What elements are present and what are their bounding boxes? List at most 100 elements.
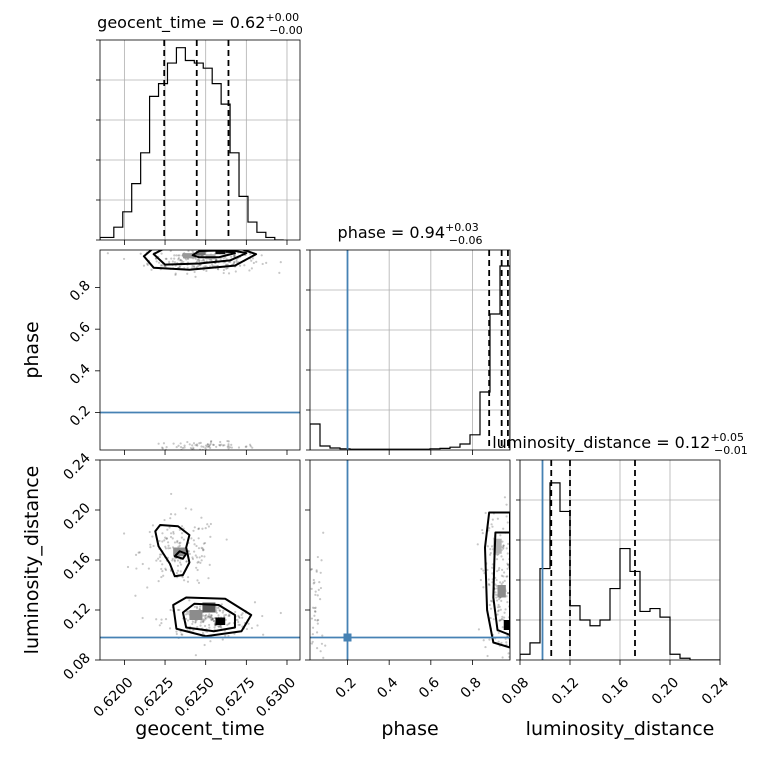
scatter-point — [174, 273, 177, 276]
scatter-point — [516, 570, 518, 572]
scatter-point — [164, 567, 167, 570]
scatter-point — [180, 536, 183, 539]
scatter-point — [508, 655, 510, 659]
y-axis-label: luminosity_distance — [21, 466, 43, 655]
scatter-point — [170, 257, 173, 260]
scatter-point — [202, 542, 206, 545]
scatter-point — [498, 566, 501, 570]
scatter-point — [502, 575, 505, 578]
2d-panel-geocent_time-luminosity_distance — [99, 459, 301, 661]
scatter-point — [171, 557, 174, 560]
scatter-point — [208, 623, 211, 627]
y-tick-label: 0.4 — [67, 361, 94, 388]
scatter-point — [226, 266, 229, 270]
scatter-point — [146, 586, 149, 589]
scatter-point — [177, 545, 180, 548]
scatter-point — [243, 264, 246, 267]
scatter-point — [505, 503, 508, 506]
scatter-point — [167, 450, 169, 452]
scatter-point — [211, 616, 214, 620]
scatter-point — [164, 568, 168, 572]
scatter-point — [167, 544, 170, 547]
scatter-point — [500, 599, 503, 602]
contour-line — [154, 524, 191, 578]
scatter-point — [208, 615, 212, 618]
scatter-point — [171, 537, 174, 540]
scatter-point — [210, 263, 214, 266]
scatter-point — [244, 445, 247, 448]
scatter-point — [503, 496, 507, 499]
scatter-point — [482, 586, 485, 589]
scatter-point — [223, 444, 226, 447]
scatter-point — [233, 261, 236, 264]
scatter-point — [210, 618, 213, 621]
scatter-point — [212, 619, 215, 623]
scatter-point — [486, 545, 489, 548]
scatter-point — [500, 574, 504, 577]
scatter-point — [192, 446, 195, 449]
scatter-point — [191, 556, 194, 559]
scatter-point — [219, 625, 222, 628]
scatter-point — [494, 583, 497, 586]
scatter-point — [198, 608, 202, 611]
scatter-point — [315, 570, 318, 573]
y-axis-label: phase — [21, 321, 43, 378]
scatter-point — [193, 266, 196, 269]
x-tick-label: 0.6200 — [91, 675, 137, 721]
scatter-point — [206, 443, 210, 446]
scatter-point — [498, 605, 501, 608]
scatter-point — [210, 439, 213, 443]
scatter-point — [197, 560, 200, 563]
scatter-point — [256, 624, 259, 627]
scatter-point — [252, 261, 255, 265]
scatter-point — [169, 517, 172, 520]
scatter-point — [512, 517, 514, 519]
scatter-point — [501, 540, 504, 543]
scatter-point — [192, 447, 195, 450]
scatter-point — [320, 642, 324, 645]
scatter-point — [207, 615, 210, 618]
title-sup: +0.05 — [710, 431, 744, 444]
panel-frame — [99, 249, 301, 451]
x-tick-label: 0.6300 — [253, 675, 299, 721]
scatter-point — [498, 619, 501, 622]
scatter-point — [222, 609, 225, 612]
y-tick-label: 0.16 — [61, 550, 94, 583]
scatter-point — [253, 601, 257, 604]
scatter-point — [173, 257, 176, 260]
scatter-point — [230, 255, 233, 258]
scatter-point — [155, 260, 158, 263]
scatter-point — [204, 616, 207, 619]
scatter-point — [200, 546, 203, 549]
scatter-point — [161, 447, 164, 450]
scatter-point — [506, 552, 509, 555]
title-main: luminosity_distance = 0.12 — [492, 433, 710, 453]
scatter-point — [313, 688, 315, 690]
scatter-point — [208, 613, 211, 616]
scatter-point — [148, 530, 151, 534]
scatter-point — [310, 568, 313, 571]
scatter-point — [122, 257, 126, 261]
scatter-point — [178, 265, 181, 268]
scatter-point — [203, 643, 206, 647]
scatter-point — [197, 264, 200, 268]
y-tick-label: 0.20 — [61, 500, 94, 533]
scatter-point — [206, 523, 209, 526]
scatter-point — [180, 259, 183, 262]
scatter-point — [488, 527, 491, 530]
density-cell — [493, 538, 502, 554]
scatter-point — [167, 547, 170, 550]
scatter-point — [195, 266, 198, 269]
panel-frame — [99, 39, 301, 241]
scatter-point — [313, 692, 315, 694]
scatter-point — [501, 656, 504, 659]
scatter-point — [161, 264, 164, 267]
scatter-point — [255, 260, 258, 263]
scatter-point — [311, 626, 315, 629]
scatter-point — [151, 535, 154, 538]
scatter-point — [221, 638, 224, 641]
x-axis-label: luminosity_distance — [526, 718, 715, 740]
scatter-point — [489, 599, 493, 602]
scatter-point — [176, 564, 180, 567]
scatter-point — [245, 627, 249, 631]
